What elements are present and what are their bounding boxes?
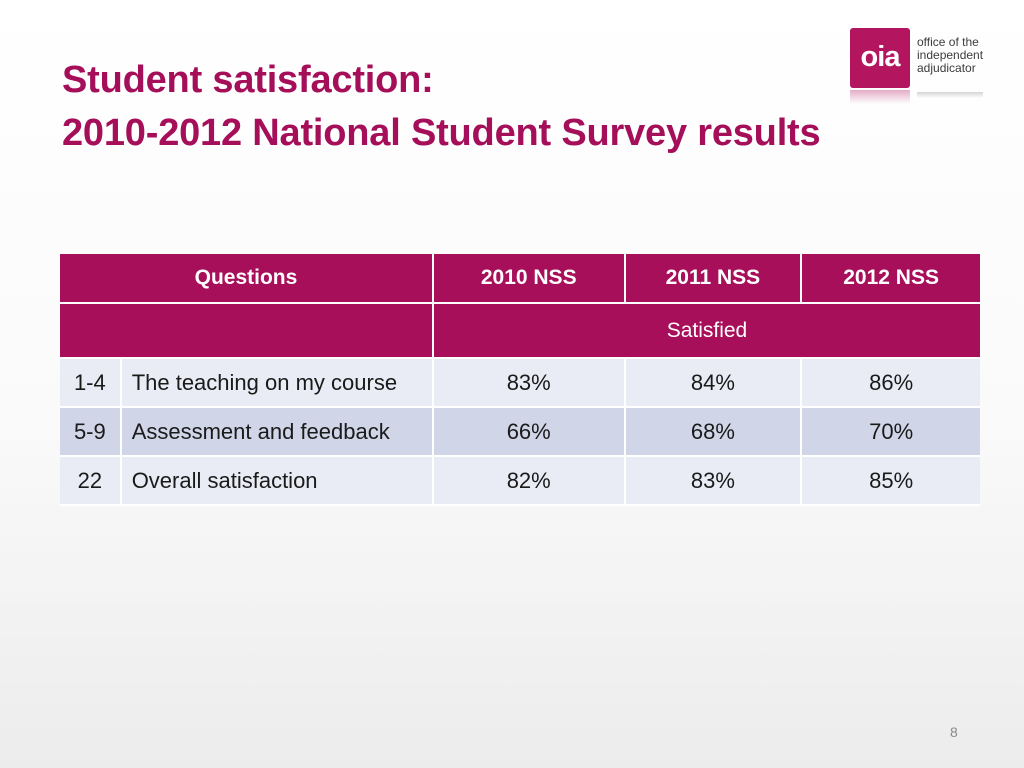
- logo-text-line-3: adjudicator: [917, 61, 976, 75]
- header-2012-nss: 2012 NSS: [802, 254, 980, 304]
- table-row: 5-9 Assessment and feedback 66% 68% 70%: [60, 408, 980, 457]
- oia-logo-mark: oia: [850, 28, 910, 88]
- value-2012: 85%: [802, 457, 980, 506]
- question-text: Overall satisfaction: [121, 457, 434, 506]
- oia-logo-reflection: [850, 90, 910, 104]
- value-2011: 68%: [625, 408, 803, 457]
- value-2010: 82%: [433, 457, 626, 506]
- page-number: 8: [950, 724, 958, 740]
- oia-logo-text: office of the independent adjudicator: [917, 36, 983, 75]
- value-2010: 66%: [433, 408, 626, 457]
- slide-title-line-1: Student satisfaction:: [62, 59, 434, 101]
- value-2011: 83%: [625, 457, 803, 506]
- header-2010-nss: 2010 NSS: [433, 254, 626, 304]
- value-2010: 83%: [433, 359, 626, 408]
- table-row: 1-4 The teaching on my course 83% 84% 86…: [60, 359, 980, 408]
- subheader-satisfied: Satisfied: [433, 304, 980, 359]
- question-number: 1-4: [60, 359, 122, 408]
- header-questions: Questions: [60, 254, 434, 304]
- value-2011: 84%: [625, 359, 803, 408]
- question-number: 5-9: [60, 408, 122, 457]
- question-text: The teaching on my course: [121, 359, 434, 408]
- slide-title-line-2: 2010-2012 National Student Survey result…: [62, 112, 821, 154]
- subheader-blank: [60, 304, 434, 359]
- table-header-row: Questions 2010 NSS 2011 NSS 2012 NSS: [60, 254, 980, 304]
- table-subheader-row: Satisfied: [60, 304, 980, 359]
- value-2012: 70%: [802, 408, 980, 457]
- nss-results-table: Questions 2010 NSS 2011 NSS 2012 NSS Sat…: [60, 254, 980, 506]
- logo-text-line-2: independent: [917, 48, 984, 62]
- header-2011-nss: 2011 NSS: [625, 254, 803, 304]
- table-row: 22 Overall satisfaction 82% 83% 85%: [60, 457, 980, 506]
- oia-logo: oia office of the independent adjudicato…: [850, 28, 1000, 108]
- value-2012: 86%: [802, 359, 980, 408]
- question-text: Assessment and feedback: [121, 408, 434, 457]
- oia-logo-text-reflection: [917, 92, 983, 98]
- question-number: 22: [60, 457, 122, 506]
- slide-title: Student satisfaction: 2010-2012 National…: [62, 54, 821, 160]
- logo-text-line-1: office of the: [917, 35, 979, 49]
